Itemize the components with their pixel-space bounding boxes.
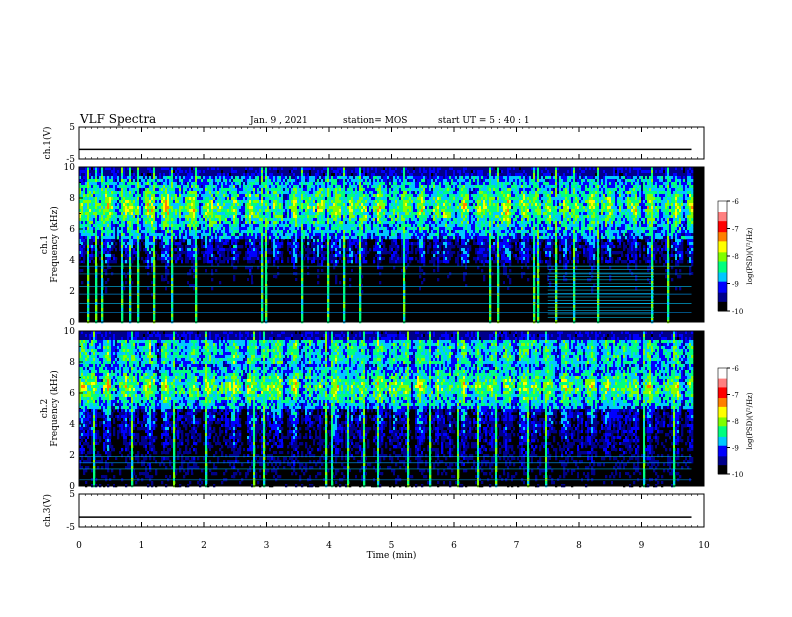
colorbar-tick-label: -9 — [732, 445, 739, 453]
x-tick-label: 1 — [139, 541, 145, 551]
y-tick-label: 8 — [69, 194, 75, 204]
figure-title: VLF Spectra — [79, 112, 156, 126]
y-tick-label: 5 — [69, 123, 75, 133]
y-tick-label: 2 — [69, 287, 75, 297]
x-tick-label: 8 — [576, 541, 582, 551]
y-tick-label: 4 — [69, 420, 75, 430]
start-time-label: start UT = 5 : 40 : 1 — [438, 116, 530, 126]
y-tick-label: -5 — [66, 523, 75, 533]
y-axis-label: Frequency (kHz) — [49, 206, 60, 283]
station-label: station= MOS — [343, 116, 407, 126]
x-tick-label: 10 — [698, 541, 710, 551]
time-axis: 0 1 2 3 4 5 6 7 8 9 10 Time (min) — [76, 541, 710, 561]
y-tick-label: 2 — [69, 451, 75, 461]
ch1-colorbar: -6 -7 -8 -9 -10 log(PSD)(V²/Hz) — [718, 198, 754, 316]
channel-label: ch.2 — [40, 399, 50, 418]
y-tick-label: 10 — [64, 163, 76, 173]
x-tick-label: 0 — [76, 541, 82, 551]
date-label: Jan. 9 , 2021 — [249, 116, 308, 126]
x-tick-label: 6 — [451, 541, 457, 551]
colorbar-tick-label: -8 — [732, 418, 739, 426]
x-axis-label: Time (min) — [367, 550, 417, 561]
y-tick-label: 10 — [64, 327, 76, 337]
y-axis-label: ch.1(V) — [42, 127, 53, 160]
ch1-waveform-panel: 5-5ch.1(V) — [42, 123, 704, 165]
y-tick-label: 8 — [69, 358, 75, 368]
colorbar-label: log(PSD)(V²/Hz) — [746, 392, 754, 449]
y-axis-label: Frequency (kHz) — [49, 370, 60, 447]
colorbar-tick-label: -9 — [732, 281, 739, 289]
colorbar-tick-label: -6 — [732, 198, 739, 206]
x-tick-label: 5 — [389, 541, 395, 551]
colorbar-tick-label: -7 — [732, 392, 739, 400]
y-tick-label: 5 — [69, 490, 75, 500]
colorbar-tick-label: -10 — [732, 471, 743, 479]
x-tick-label: 3 — [264, 541, 270, 551]
colorbar-label: log(PSD)(V²/Hz) — [746, 227, 754, 284]
colorbar-tick-label: -6 — [732, 365, 739, 373]
ch3-waveform-panel: 5 -5 ch.3(V) — [42, 490, 704, 533]
x-tick-label: 2 — [201, 541, 207, 551]
y-axis-label: ch.3(V) — [42, 494, 53, 527]
channel-label: ch.1 — [40, 235, 50, 254]
ch2-colorbar: -6 -7 -8 -9 -10 log(PSD)(V²/Hz) — [718, 365, 754, 479]
y-tick-label: 4 — [69, 256, 75, 266]
x-tick-label: 9 — [639, 541, 645, 551]
y-tick-label: 6 — [69, 225, 75, 235]
y-tick-label: 6 — [69, 389, 75, 399]
x-tick-label: 7 — [514, 541, 520, 551]
x-tick-label: 4 — [326, 541, 332, 551]
colorbar-tick-label: -10 — [732, 308, 743, 316]
colorbar-tick-label: -7 — [732, 226, 739, 234]
colorbar-tick-label: -8 — [732, 253, 739, 261]
